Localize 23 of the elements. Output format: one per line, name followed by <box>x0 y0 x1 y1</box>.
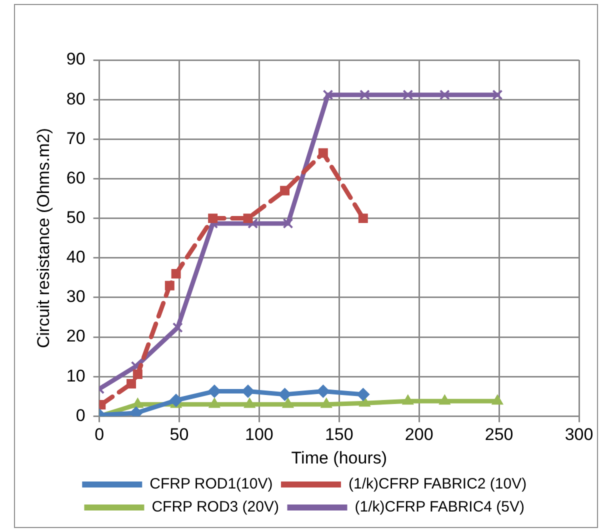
x-tick-label: 200 <box>404 425 434 444</box>
y-axis-title: Circuit resistance (Ohms.m2) <box>34 128 53 348</box>
x-tick-label: 250 <box>484 425 514 444</box>
legend-label: CFRP ROD1(10V) <box>150 476 273 493</box>
x-tick-label: 100 <box>245 425 274 444</box>
x-tick-label: 50 <box>170 425 189 444</box>
legend-label: (1/k)CFRP FABRIC2 (10V) <box>348 476 527 493</box>
y-tick-label: 40 <box>66 248 86 267</box>
y-tick-label: 50 <box>66 208 86 227</box>
x-tick-label: 150 <box>324 425 354 444</box>
y-tick-label: 10 <box>66 366 86 386</box>
legend-label: (1/k)CFRP FABRIC4 (5V) <box>354 498 525 516</box>
y-tick-label: 80 <box>66 89 86 108</box>
x-tick-label: 300 <box>564 425 594 444</box>
y-tick-label: 30 <box>66 287 86 306</box>
y-tick-label: 90 <box>66 50 86 69</box>
x-tick-label: 0 <box>94 425 104 444</box>
y-tick-label: 60 <box>66 168 86 188</box>
y-tick-label: 0 <box>76 406 86 425</box>
legend-label: CFRP ROD3 (20V) <box>152 498 279 516</box>
x-axis-title: Time (hours) <box>291 448 388 468</box>
y-tick-label: 70 <box>66 128 86 148</box>
y-tick-label: 20 <box>66 326 86 346</box>
